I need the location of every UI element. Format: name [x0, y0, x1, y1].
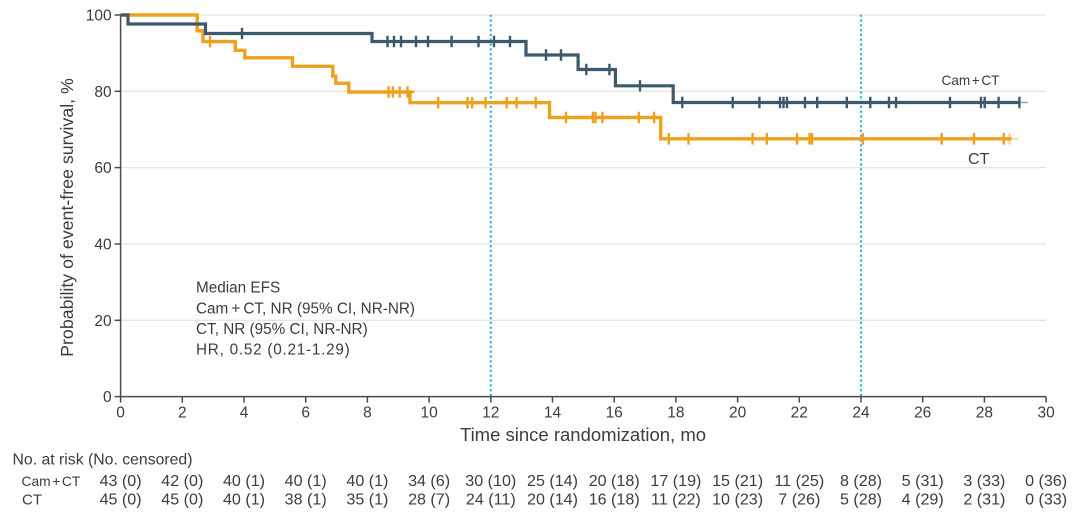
- svg-text:22: 22: [791, 405, 808, 422]
- svg-text:CT: CT: [968, 151, 990, 168]
- svg-text:12: 12: [482, 405, 499, 422]
- svg-text:HR, 0.52 (0.21-1.29): HR, 0.52 (0.21-1.29): [196, 342, 350, 359]
- svg-text:26: 26: [914, 405, 931, 422]
- svg-text:20 (18): 20 (18): [589, 472, 640, 490]
- svg-text:16: 16: [606, 405, 623, 422]
- svg-text:28 (7): 28 (7): [408, 491, 450, 509]
- svg-text:16 (18): 16 (18): [589, 491, 640, 509]
- svg-text:20 (14): 20 (14): [527, 491, 578, 509]
- svg-text:40 (1): 40 (1): [223, 472, 265, 490]
- svg-text:28: 28: [976, 405, 993, 422]
- svg-text:8 (28): 8 (28): [840, 472, 882, 490]
- svg-text:40 (1): 40 (1): [285, 472, 327, 490]
- svg-text:11 (25): 11 (25): [774, 472, 824, 490]
- svg-text:CT, NR (95% CI, NR-NR): CT, NR (95% CI, NR-NR): [196, 321, 368, 338]
- svg-text:0: 0: [116, 405, 125, 422]
- svg-text:Cam + CT, NR (95% CI, NR-NR): Cam + CT, NR (95% CI, NR-NR): [196, 301, 415, 318]
- svg-text:45 (0): 45 (0): [161, 491, 203, 509]
- svg-text:11 (22): 11 (22): [651, 491, 701, 509]
- svg-text:20: 20: [94, 313, 112, 330]
- svg-text:Median EFS: Median EFS: [196, 280, 280, 297]
- svg-text:14: 14: [544, 405, 562, 422]
- svg-text:45 (0): 45 (0): [100, 491, 142, 509]
- svg-text:No. at risk (No. censored): No. at risk (No. censored): [13, 452, 193, 469]
- svg-text:6: 6: [301, 405, 310, 422]
- svg-text:15 (21): 15 (21): [712, 472, 763, 490]
- svg-text:3 (33): 3 (33): [963, 472, 1005, 490]
- svg-text:4 (29): 4 (29): [902, 491, 944, 509]
- svg-text:18: 18: [667, 405, 684, 422]
- svg-text:5 (28): 5 (28): [840, 491, 882, 509]
- svg-text:25 (14): 25 (14): [527, 472, 578, 490]
- svg-text:38 (1): 38 (1): [285, 491, 327, 509]
- svg-text:0 (33): 0 (33): [1025, 491, 1067, 509]
- svg-text:30 (10): 30 (10): [465, 472, 516, 490]
- svg-text:40 (1): 40 (1): [346, 472, 388, 490]
- svg-text:24: 24: [852, 405, 870, 422]
- svg-text:10 (23): 10 (23): [712, 491, 763, 509]
- svg-text:Time since randomization, mo: Time since randomization, mo: [460, 424, 706, 445]
- svg-text:2: 2: [178, 405, 187, 422]
- svg-text:CT: CT: [22, 492, 42, 509]
- svg-text:4: 4: [240, 405, 249, 422]
- svg-text:24 (11): 24 (11): [466, 491, 516, 509]
- svg-text:8: 8: [363, 405, 372, 422]
- svg-text:35 (1): 35 (1): [346, 491, 388, 509]
- svg-text:34 (6): 34 (6): [408, 472, 450, 490]
- svg-text:5 (31): 5 (31): [902, 472, 944, 490]
- svg-text:2 (31): 2 (31): [963, 491, 1005, 509]
- svg-text:7 (26): 7 (26): [778, 491, 820, 509]
- svg-text:0: 0: [103, 389, 112, 406]
- svg-text:40: 40: [94, 237, 112, 254]
- svg-text:60: 60: [94, 160, 112, 177]
- svg-text:0 (36): 0 (36): [1025, 472, 1067, 490]
- svg-text:20: 20: [729, 405, 747, 422]
- svg-text:80: 80: [94, 84, 112, 101]
- svg-text:100: 100: [86, 8, 112, 25]
- svg-text:42 (0): 42 (0): [161, 472, 203, 490]
- svg-text:17 (19): 17 (19): [650, 472, 701, 490]
- svg-text:30: 30: [1037, 405, 1055, 422]
- svg-text:Probability of event-free surv: Probability of event-free survival, %: [57, 78, 77, 357]
- svg-text:40 (1): 40 (1): [223, 491, 265, 509]
- svg-text:43 (0): 43 (0): [100, 472, 142, 490]
- svg-text:10: 10: [420, 405, 438, 422]
